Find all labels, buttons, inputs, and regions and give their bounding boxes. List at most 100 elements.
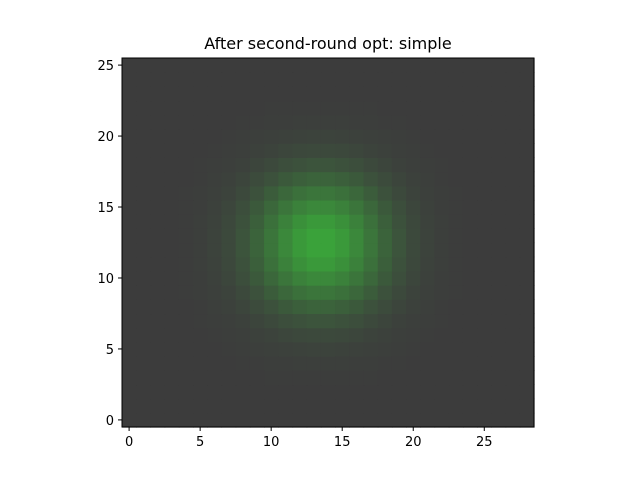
heatmap-cell: [292, 58, 308, 73]
heatmap-cell: [377, 327, 393, 343]
heatmap-cell: [193, 199, 208, 215]
heatmap-cell: [491, 242, 507, 258]
heatmap-cell: [193, 86, 208, 102]
heatmap-cell: [249, 313, 265, 329]
heatmap-cell: [335, 58, 350, 73]
heatmap-cell: [292, 72, 308, 87]
heatmap-cell: [377, 214, 393, 229]
heatmap-cell: [292, 100, 308, 116]
heatmap-cell: [320, 100, 336, 116]
heatmap-cell: [406, 384, 421, 400]
heatmap-cell: [363, 157, 379, 173]
heatmap-cell: [221, 214, 237, 229]
y-tick-label: 0: [106, 414, 114, 429]
heatmap-cell: [519, 185, 535, 201]
heatmap-cell: [278, 242, 294, 258]
heatmap-cell: [122, 299, 137, 315]
heatmap-cell: [363, 370, 379, 386]
heatmap-cell: [335, 171, 350, 187]
heatmap-cell: [420, 313, 436, 329]
heatmap-cell: [122, 199, 137, 215]
heatmap-cell: [264, 143, 279, 158]
heatmap-cell: [505, 72, 521, 87]
heatmap-cell: [249, 299, 265, 315]
heatmap-cell: [406, 128, 421, 144]
heatmap-cell: [164, 72, 180, 87]
heatmap-cell: [136, 58, 152, 73]
heatmap-cell: [136, 412, 152, 428]
heatmap-cell: [349, 398, 365, 414]
heatmap-cell: [320, 199, 336, 215]
heatmap-cell: [164, 313, 180, 329]
heatmap-cell: [477, 114, 492, 130]
heatmap-cell: [420, 72, 436, 87]
heatmap-cell: [448, 58, 464, 73]
heatmap-cell: [363, 270, 379, 286]
heatmap-cell: [391, 128, 407, 144]
heatmap-cell: [150, 242, 166, 258]
y-tick-label: 10: [97, 272, 114, 287]
heatmap-cell: [448, 370, 464, 386]
heatmap-cell: [434, 412, 450, 428]
heatmap-cell: [193, 214, 208, 229]
heatmap-cell: [193, 72, 208, 87]
heatmap-cell: [292, 285, 308, 300]
heatmap-cell: [462, 356, 478, 371]
heatmap-cell: [264, 199, 279, 215]
heatmap-cell: [448, 242, 464, 258]
heatmap-cell: [221, 72, 237, 87]
heatmap-cell: [462, 72, 478, 87]
heatmap-cell: [292, 370, 308, 386]
heatmap-cell: [491, 171, 507, 187]
heatmap-cell: [377, 185, 393, 201]
heatmap-cell: [335, 313, 350, 329]
heatmap-cell: [278, 199, 294, 215]
chart-title: After second-round opt: simple: [204, 34, 451, 53]
heatmap-cell: [122, 370, 137, 386]
heatmap-cell: [363, 256, 379, 272]
heatmap-cell: [320, 270, 336, 286]
heatmap-cell: [448, 384, 464, 400]
heatmap-cell: [306, 327, 322, 343]
heatmap-cell: [420, 370, 436, 386]
heatmap-cell: [207, 171, 223, 187]
heatmap-cell: [406, 72, 421, 87]
heatmap-cell: [448, 128, 464, 144]
heatmap-cell: [122, 157, 137, 173]
heatmap-cell: [477, 256, 492, 272]
heatmap-cell: [349, 114, 365, 130]
heatmap-cell: [264, 299, 279, 315]
heatmap-cell: [249, 214, 265, 229]
heatmap-cell: [335, 157, 350, 173]
heatmap-cell: [335, 341, 350, 357]
heatmap-cell: [491, 143, 507, 158]
heatmap-cell: [292, 256, 308, 272]
heatmap-cell: [264, 313, 279, 329]
heatmap-cell: [434, 313, 450, 329]
heatmap-cell: [363, 398, 379, 414]
heatmap-cell: [207, 256, 223, 272]
heatmap-cell: [292, 214, 308, 229]
heatmap-cell: [349, 199, 365, 215]
heatmap-cell: [249, 327, 265, 343]
heatmap-cell: [335, 185, 350, 201]
heatmap-cell: [448, 171, 464, 187]
heatmap-cell: [235, 114, 251, 130]
heatmap-cell: [505, 214, 521, 229]
heatmap-cell: [491, 157, 507, 173]
heatmap-cell: [249, 270, 265, 286]
heatmap-cell: [505, 86, 521, 102]
heatmap-cell: [406, 171, 421, 187]
heatmap-cell: [264, 256, 279, 272]
heatmap-cell: [477, 72, 492, 87]
heatmap-cell: [150, 171, 166, 187]
heatmap-cell: [491, 313, 507, 329]
heatmap-cell: [221, 256, 237, 272]
heatmap-cell: [420, 143, 436, 158]
heatmap-cell: [178, 214, 194, 229]
heatmap-cell: [448, 313, 464, 329]
heatmap-cell: [335, 72, 350, 87]
heatmap-cell: [477, 128, 492, 144]
heatmap-cell: [292, 270, 308, 286]
